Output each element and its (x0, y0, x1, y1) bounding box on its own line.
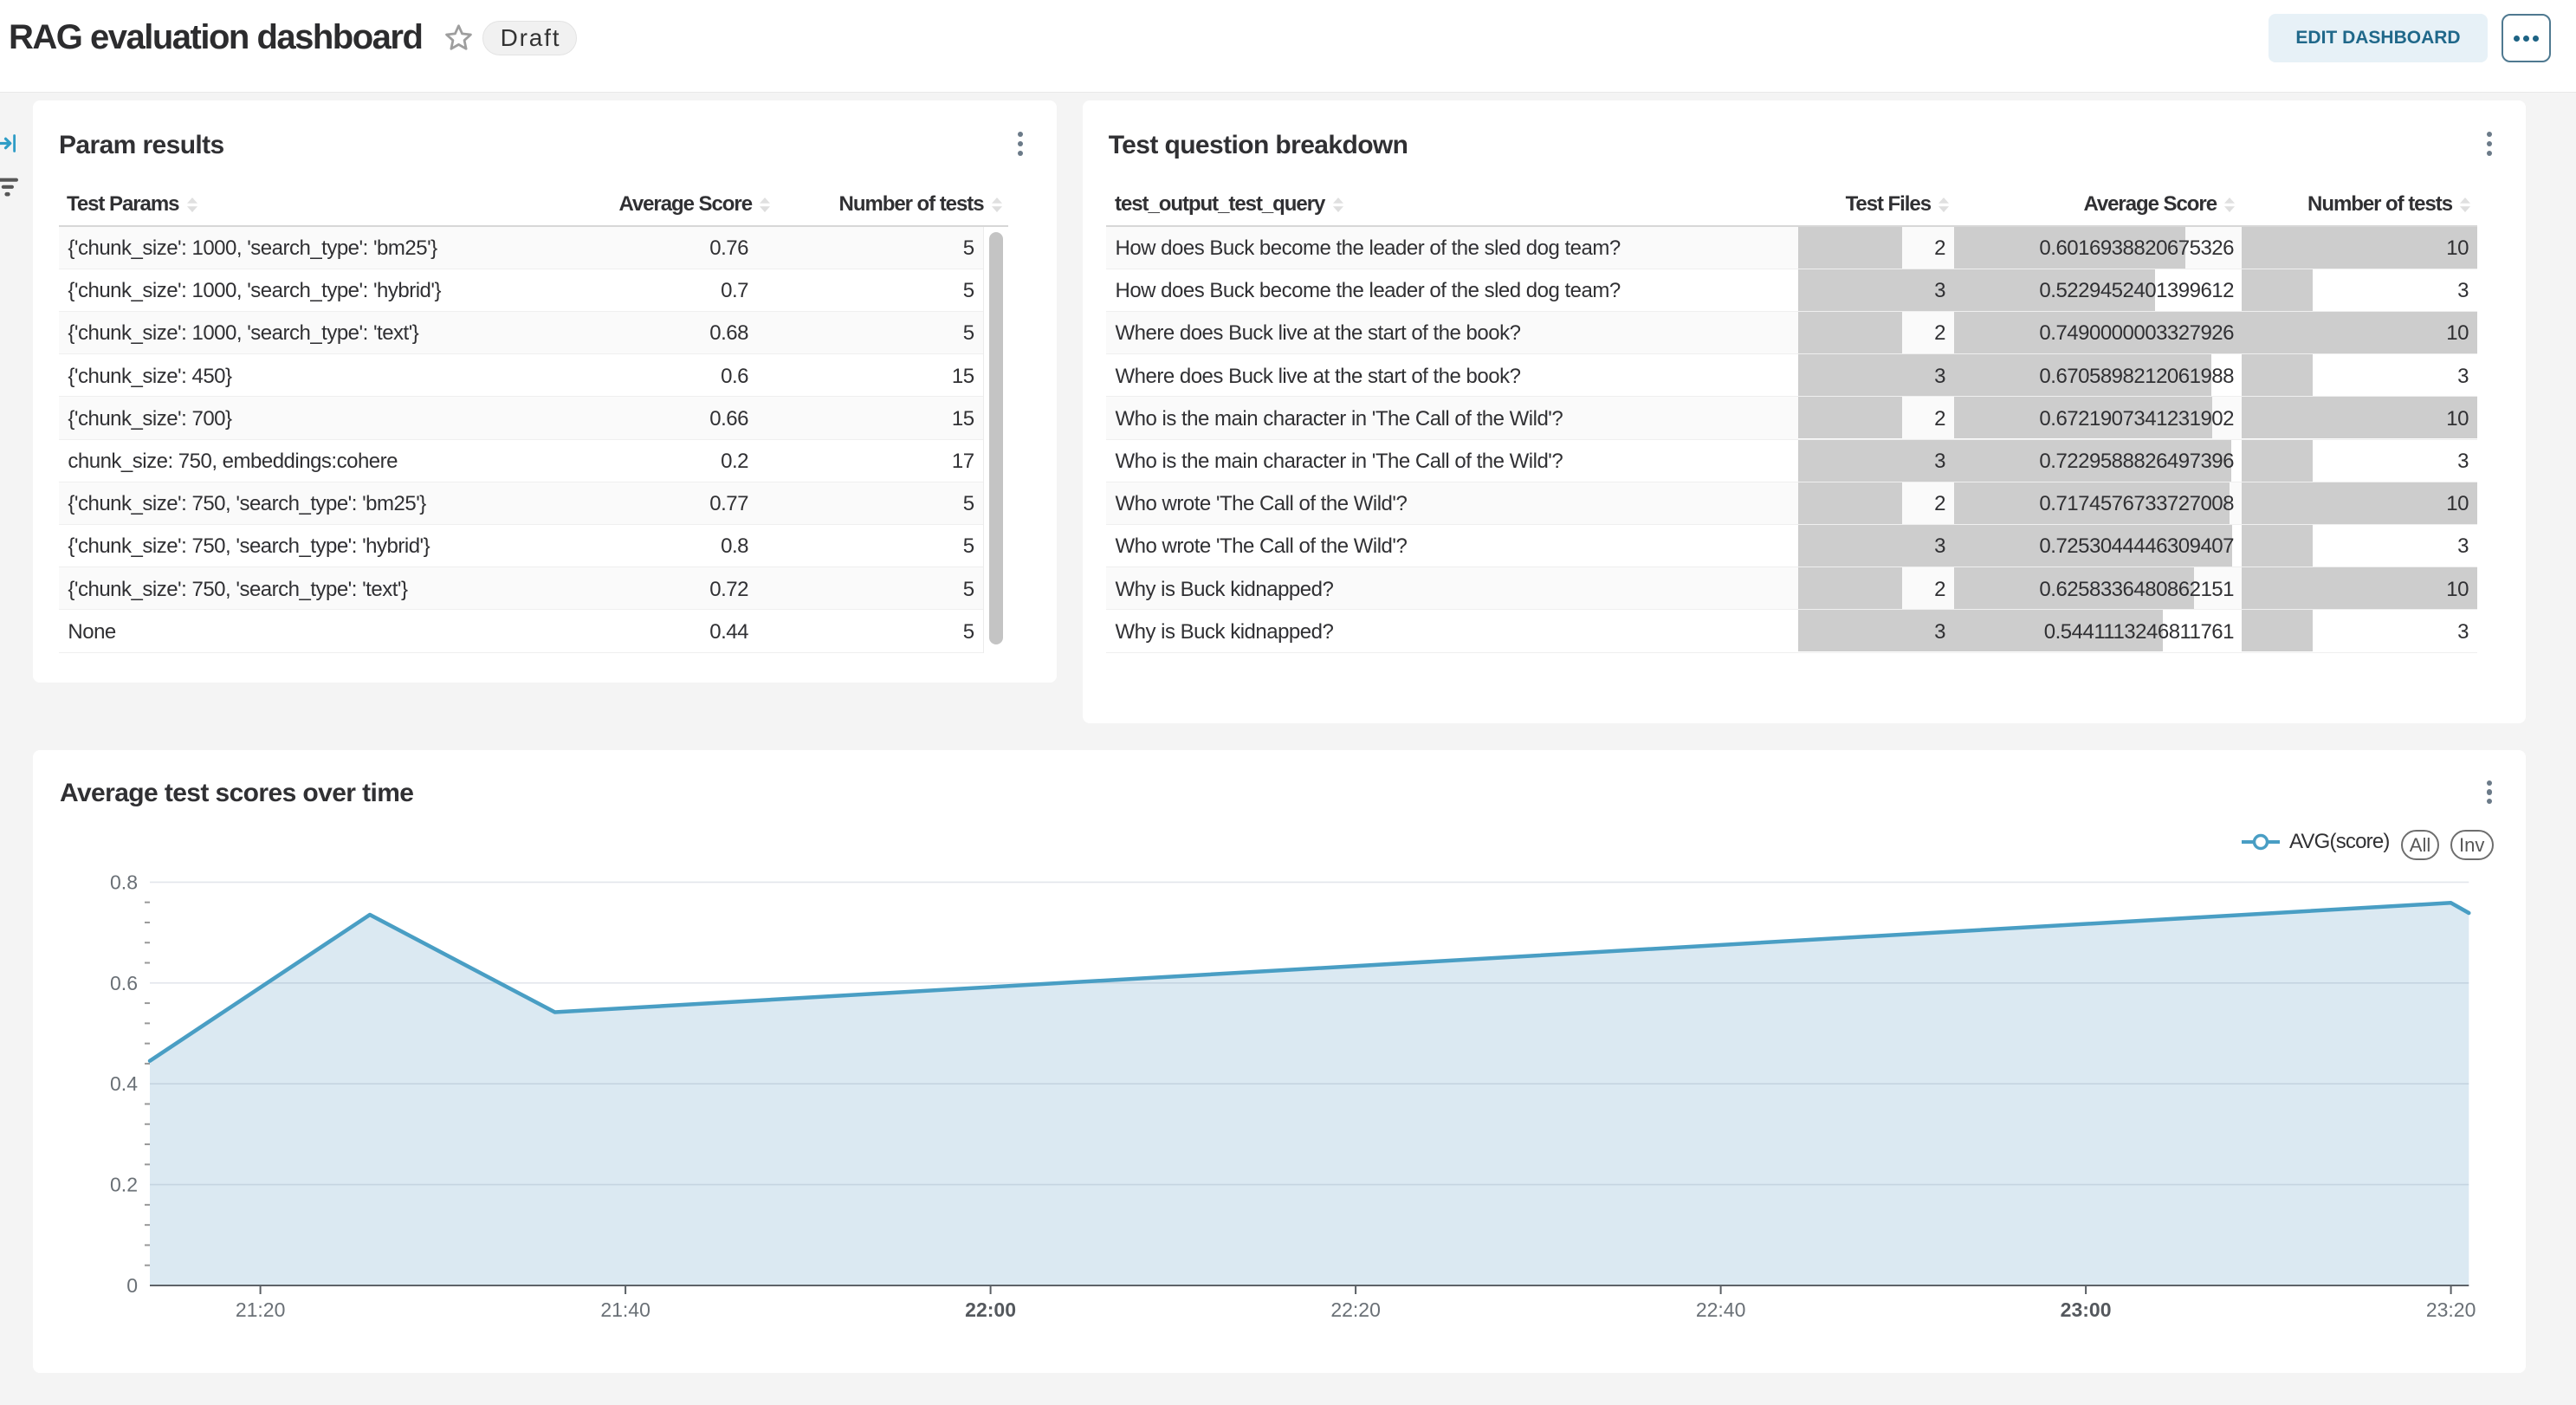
svg-text:23:00: 23:00 (2061, 1298, 2112, 1321)
svg-text:22:40: 22:40 (1696, 1298, 1746, 1321)
svg-text:22:20: 22:20 (1330, 1298, 1381, 1321)
svg-text:0: 0 (126, 1274, 138, 1297)
svg-text:0.8: 0.8 (110, 871, 138, 893)
svg-text:22:00: 22:00 (965, 1298, 1016, 1321)
svg-text:21:20: 21:20 (236, 1298, 286, 1321)
svg-text:0.4: 0.4 (110, 1072, 138, 1095)
svg-text:23:20: 23:20 (2426, 1298, 2476, 1321)
svg-text:0.6: 0.6 (110, 972, 138, 994)
svg-text:21:40: 21:40 (600, 1298, 650, 1321)
svg-text:0.2: 0.2 (110, 1174, 138, 1196)
